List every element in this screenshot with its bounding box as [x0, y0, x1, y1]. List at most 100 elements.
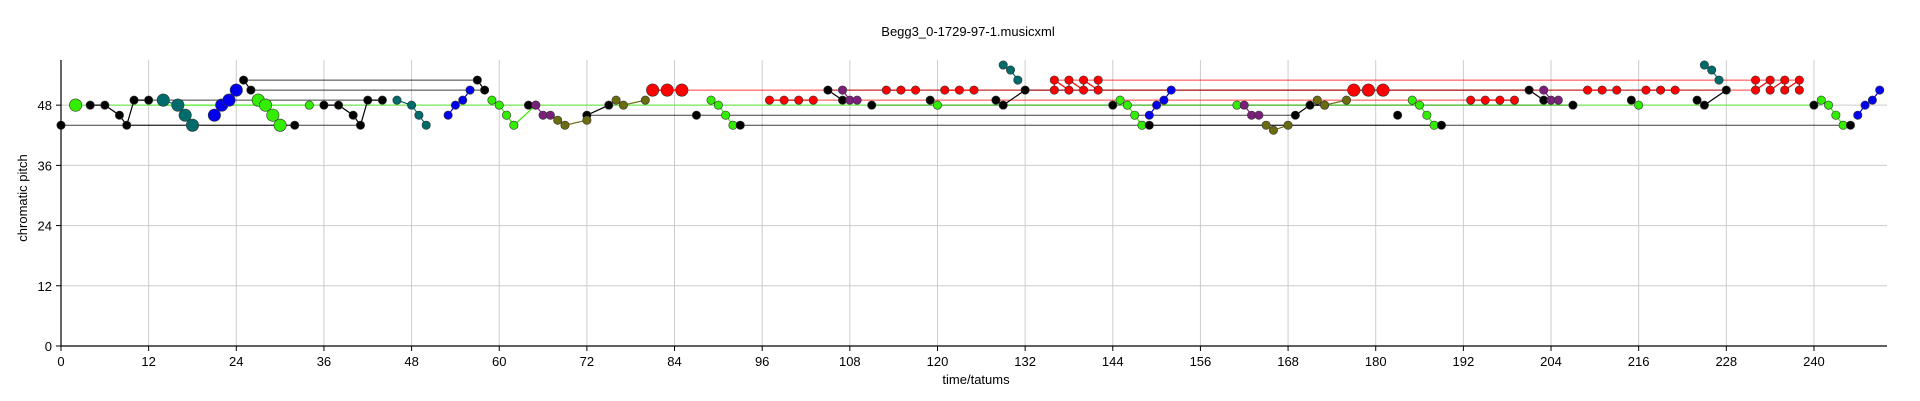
- note-point: [1875, 85, 1885, 95]
- note-point: [1415, 100, 1425, 110]
- note-point: [1361, 83, 1375, 97]
- note-point: [259, 98, 273, 112]
- note-point: [838, 85, 848, 95]
- note-point: [1714, 75, 1724, 85]
- note-point: [735, 120, 745, 130]
- note-point: [823, 85, 833, 95]
- note-point: [560, 120, 570, 130]
- note-point: [348, 110, 358, 120]
- note-point: [998, 100, 1008, 110]
- note-point: [1342, 95, 1352, 105]
- note-point: [1707, 65, 1717, 75]
- note-point: [852, 95, 862, 105]
- note-point: [319, 100, 329, 110]
- note-point: [969, 85, 979, 95]
- note-point: [1751, 85, 1761, 95]
- note-point: [1407, 95, 1417, 105]
- note-point: [954, 85, 964, 95]
- note-point: [1093, 85, 1103, 95]
- note-point: [646, 83, 660, 97]
- note-point: [85, 100, 95, 110]
- note-point: [1290, 110, 1300, 120]
- axes: 0 12 24 36 48 60 72 84 96 108 120 132 144 156 168 180 19…: [38, 60, 1887, 369]
- note-point: [334, 100, 344, 110]
- note-point: [222, 93, 236, 107]
- note-point: [1721, 85, 1731, 95]
- x-tick-label: 156: [1190, 354, 1212, 369]
- note-point: [1268, 125, 1278, 135]
- note-point: [1794, 85, 1804, 95]
- note-point: [1824, 100, 1834, 110]
- note-point: [1347, 83, 1361, 97]
- note-point: [1422, 110, 1432, 120]
- x-tick-label: 96: [755, 354, 769, 369]
- x-axis-title: time/tatums: [942, 372, 1010, 387]
- note-point: [553, 115, 563, 125]
- note-point: [1049, 85, 1059, 95]
- note-point: [290, 120, 300, 130]
- x-tick-label: 72: [580, 354, 594, 369]
- note-point: [156, 93, 170, 107]
- note-point: [1539, 85, 1549, 95]
- note-point: [1845, 120, 1855, 130]
- x-tick-label: 12: [141, 354, 155, 369]
- note-point: [407, 100, 417, 110]
- note-point: [808, 95, 818, 105]
- note-point: [925, 95, 935, 105]
- note-point: [1013, 75, 1023, 85]
- note-point: [764, 95, 774, 105]
- note-point: [1765, 75, 1775, 85]
- note-point: [721, 110, 731, 120]
- note-point: [691, 110, 701, 120]
- note-point: [1626, 95, 1636, 105]
- note-point: [531, 100, 541, 110]
- note-point: [178, 108, 192, 122]
- note-point: [1166, 85, 1176, 95]
- note-point: [1436, 120, 1446, 130]
- note-point: [355, 120, 365, 130]
- y-tick-label: 48: [38, 98, 52, 113]
- y-tick-label: 36: [38, 158, 52, 173]
- note-point: [1130, 110, 1140, 120]
- note-point: [129, 95, 139, 105]
- note-point: [1283, 120, 1293, 130]
- x-tick-label: 0: [57, 354, 64, 369]
- note-point: [266, 108, 280, 122]
- note-point: [458, 95, 468, 105]
- note-point: [207, 108, 221, 122]
- note-point: [1064, 85, 1074, 95]
- note-point: [1144, 120, 1154, 130]
- note-point: [229, 83, 243, 97]
- note-point: [465, 85, 475, 95]
- note-point: [1670, 85, 1680, 95]
- note-point: [1867, 95, 1877, 105]
- note-point: [991, 95, 1001, 105]
- note-point: [1376, 83, 1390, 97]
- note-point: [304, 100, 314, 110]
- note-point: [1239, 100, 1249, 110]
- note-point: [171, 98, 185, 112]
- note-point: [660, 83, 674, 97]
- note-points: [56, 60, 1885, 135]
- note-point: [675, 83, 689, 97]
- note-point: [713, 100, 723, 110]
- chart-title: Begg3_0-1729-97-1.musicxml: [881, 24, 1055, 39]
- note-point: [1853, 110, 1863, 120]
- note-point: [1751, 75, 1761, 85]
- note-point: [545, 110, 555, 120]
- x-tick-label: 36: [317, 354, 331, 369]
- note-point: [1305, 100, 1315, 110]
- note-point: [1656, 85, 1666, 95]
- note-point: [1794, 75, 1804, 85]
- note-point: [618, 100, 628, 110]
- x-tick-label: 192: [1453, 354, 1475, 369]
- note-point: [246, 85, 256, 95]
- y-tick-label: 12: [38, 279, 52, 294]
- note-point: [1261, 120, 1271, 130]
- note-point: [450, 100, 460, 110]
- note-point: [932, 100, 942, 110]
- x-tick-label: 24: [229, 354, 243, 369]
- note-point: [392, 95, 402, 105]
- note-point: [1831, 110, 1841, 120]
